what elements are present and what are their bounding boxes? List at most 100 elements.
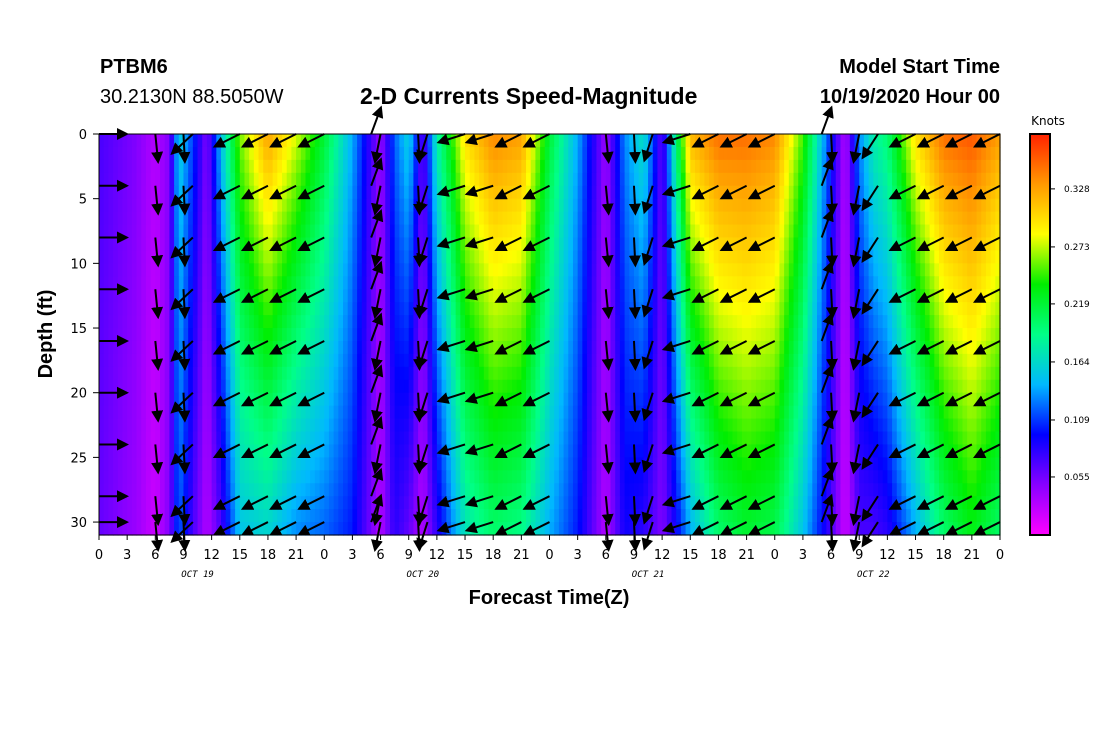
heat-cell <box>802 392 809 407</box>
heat-cell <box>784 289 790 303</box>
heat-cell <box>624 224 630 239</box>
heat-cell <box>145 237 152 252</box>
heat-cell <box>324 146 330 161</box>
heat-cell <box>854 328 860 342</box>
heat-cell <box>432 302 438 316</box>
heat-cell <box>662 405 668 420</box>
heat-cell <box>727 457 734 471</box>
heat-cell <box>343 276 349 290</box>
heat-cell <box>427 457 433 471</box>
heat-cell <box>249 366 255 381</box>
heat-cell <box>995 263 1001 277</box>
heat-cell <box>235 211 241 226</box>
heat-cell <box>971 224 978 239</box>
heat-cell <box>558 159 565 174</box>
heat-cell <box>136 379 142 394</box>
heat-cell <box>591 159 598 174</box>
heat-cell <box>338 405 344 420</box>
heat-cell <box>526 431 532 446</box>
heat-cell <box>774 379 781 394</box>
heat-cell <box>924 302 931 316</box>
heat-cell <box>244 379 250 394</box>
heat-cell <box>347 263 353 277</box>
heat-cell <box>788 172 795 187</box>
heat-cell <box>549 353 555 368</box>
heat-cell <box>389 405 396 420</box>
heat-cell <box>596 263 602 277</box>
heat-cell <box>474 185 480 200</box>
heat-cell <box>943 263 949 277</box>
heat-cell <box>427 444 433 458</box>
heat-cell <box>709 353 715 368</box>
heat-cell <box>953 353 959 368</box>
heat-cell <box>497 224 504 239</box>
heat-cell <box>404 315 410 329</box>
heat-cell <box>197 315 203 329</box>
heat-cell <box>601 134 607 148</box>
heat-cell <box>206 185 213 200</box>
heat-cell <box>943 328 949 342</box>
heat-cell <box>206 159 213 174</box>
heat-cell <box>483 224 490 239</box>
heat-cell <box>493 250 499 264</box>
heat-cell <box>680 211 687 226</box>
heat-cell <box>971 276 978 290</box>
heat-cell <box>427 198 433 213</box>
heat-cell <box>113 457 119 471</box>
heat-cell <box>873 418 879 433</box>
heat-cell <box>680 315 687 329</box>
heat-cell <box>516 405 522 420</box>
heat-cell <box>446 328 452 342</box>
heat-cell <box>221 159 227 174</box>
heat-cell <box>493 405 499 420</box>
heat-cell <box>389 185 396 200</box>
heat-cell <box>920 250 926 264</box>
heat-cell <box>887 211 893 226</box>
heat-cell <box>812 328 818 342</box>
heat-cell <box>286 224 292 239</box>
heat-cell <box>263 457 269 471</box>
heat-cell <box>624 366 630 381</box>
heat-cell <box>427 159 433 174</box>
heat-cell <box>474 431 480 446</box>
heat-cell <box>967 379 973 394</box>
heat-cell <box>709 134 715 148</box>
heat-cell <box>230 134 236 148</box>
heat-cell <box>591 340 598 355</box>
heat-cell <box>638 379 644 394</box>
heat-cell <box>657 159 663 174</box>
heat-cell <box>446 211 452 226</box>
heat-cell <box>765 392 771 407</box>
heat-cell <box>150 198 156 213</box>
heat-cell <box>760 172 766 187</box>
heat-cell <box>535 418 541 433</box>
heat-cell <box>657 289 663 303</box>
heat-cell <box>526 159 532 174</box>
heat-cell <box>859 172 865 187</box>
heat-cell <box>253 263 260 277</box>
heat-cell <box>338 392 344 407</box>
heat-cell <box>483 159 490 174</box>
heat-cell <box>516 224 522 239</box>
heat-cell <box>389 289 396 303</box>
heat-cell <box>399 172 405 187</box>
heat-cell <box>671 263 677 277</box>
heat-cell <box>380 289 386 303</box>
heat-cell <box>892 418 898 433</box>
heat-cell <box>488 250 494 264</box>
heat-cell <box>192 392 199 407</box>
heat-cell <box>788 146 795 161</box>
heat-cell <box>643 289 649 303</box>
heat-cell <box>596 457 602 471</box>
heat-cell <box>624 146 630 161</box>
heat-cell <box>596 353 602 368</box>
heat-cell <box>934 418 940 433</box>
heat-cell <box>469 405 476 420</box>
heat-cell <box>662 198 668 213</box>
heat-cell <box>981 457 987 471</box>
heat-cell <box>394 431 400 446</box>
heat-cell <box>694 457 701 471</box>
heat-cell <box>267 159 274 174</box>
heat-cell <box>488 379 494 394</box>
heat-cell <box>225 224 231 239</box>
